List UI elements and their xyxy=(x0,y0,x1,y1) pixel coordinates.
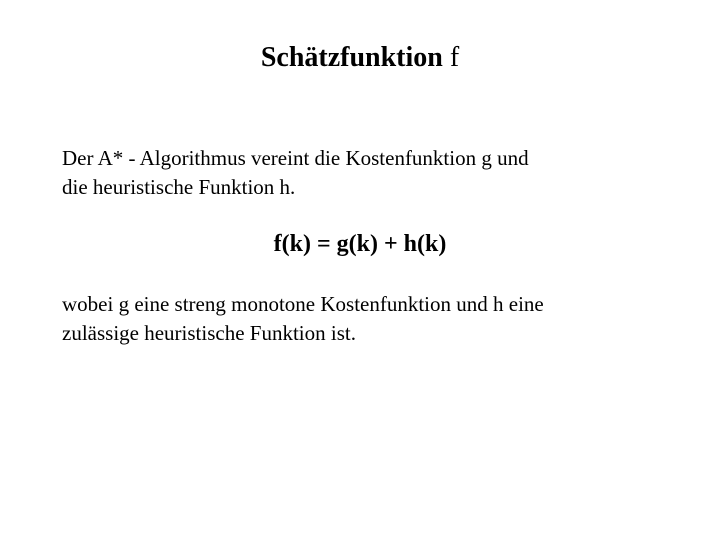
paragraph-2-line-1: wobei g eine streng monotone Kostenfunkt… xyxy=(62,292,544,316)
title-light: f xyxy=(450,42,459,73)
title-bold: Schätzfunktion xyxy=(261,42,450,73)
paragraph-2: wobei g eine streng monotone Kostenfunkt… xyxy=(62,290,658,349)
paragraph-1: Der A* - Algorithmus vereint die Kostenf… xyxy=(62,144,658,203)
paragraph-1-line-2: die heuristische Funktion h. xyxy=(62,175,295,199)
formula: f(k) = g(k) + h(k) xyxy=(62,231,658,258)
paragraph-2-line-2: zulässige heuristische Funktion ist. xyxy=(62,321,356,345)
slide-title: Schätzfunktion f xyxy=(62,42,658,74)
paragraph-1-line-1: Der A* - Algorithmus vereint die Kostenf… xyxy=(62,146,529,170)
slide: Schätzfunktion f Der A* - Algorithmus ve… xyxy=(0,0,720,540)
